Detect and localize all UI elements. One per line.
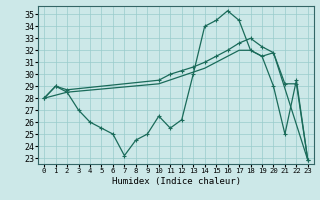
X-axis label: Humidex (Indice chaleur): Humidex (Indice chaleur) (111, 177, 241, 186)
